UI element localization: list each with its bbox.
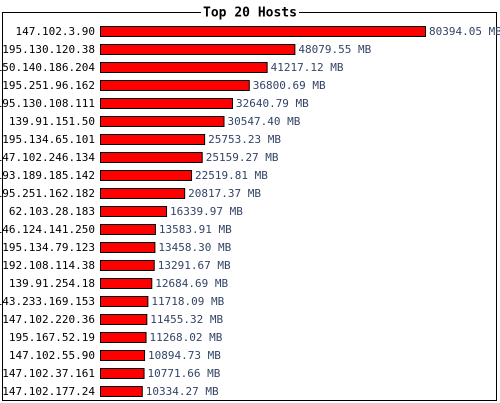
bar — [100, 332, 147, 343]
value-label: 20817.37 MB — [188, 187, 261, 200]
bar — [100, 314, 148, 325]
category-label: 147.102.220.36 — [2, 313, 95, 326]
bar — [100, 152, 203, 163]
bar — [100, 188, 186, 199]
bar — [100, 134, 206, 145]
bar — [100, 368, 145, 379]
category-label: 147.102.3.90 — [16, 25, 95, 38]
value-label: 11455.32 MB — [150, 313, 223, 326]
category-label: 195.130.120.38 — [2, 43, 95, 56]
value-label: 13458.30 MB — [158, 241, 231, 254]
category-label: 195.134.65.101 — [2, 133, 95, 146]
category-label: 146.124.141.250 — [0, 223, 95, 236]
category-label: 192.108.114.38 — [2, 259, 95, 272]
value-label: 22519.81 MB — [195, 169, 268, 182]
bar — [100, 242, 156, 253]
bar — [100, 26, 426, 37]
bar — [100, 224, 156, 235]
bar — [100, 116, 225, 127]
category-label: 62.103.28.183 — [9, 205, 95, 218]
bar — [100, 278, 153, 289]
category-label: 139.91.151.50 — [9, 115, 95, 128]
category-label: 195.251.96.162 — [2, 79, 95, 92]
chart-title: Top 20 Hosts — [203, 6, 297, 21]
category-label: 147.102.37.161 — [2, 367, 95, 380]
category-label: 147.102.177.24 — [2, 385, 95, 398]
category-label: 143.233.169.153 — [0, 295, 95, 308]
bar — [100, 260, 155, 271]
value-label: 11718.09 MB — [151, 295, 224, 308]
category-label: 195.251.162.182 — [0, 187, 95, 200]
category-label: 147.102.55.90 — [9, 349, 95, 362]
title-background — [201, 5, 299, 21]
category-label: 195.134.79.123 — [2, 241, 95, 254]
category-label: 193.189.185.142 — [0, 169, 95, 182]
value-label: 25159.27 MB — [206, 151, 279, 164]
bar — [100, 206, 168, 217]
bar — [100, 80, 250, 91]
value-label: 13583.91 MB — [159, 223, 232, 236]
value-label: 10894.73 MB — [148, 349, 221, 362]
value-label: 11268.02 MB — [150, 331, 223, 344]
bar — [100, 62, 268, 73]
category-label: 150.140.186.204 — [0, 61, 95, 74]
value-label: 80394.05 MB — [429, 25, 500, 38]
category-label: 147.102.246.134 — [0, 151, 95, 164]
bar — [100, 44, 296, 55]
value-label: 48079.55 MB — [298, 43, 371, 56]
bar — [100, 350, 146, 361]
bar — [100, 98, 233, 109]
bar — [100, 386, 143, 397]
value-label: 12684.69 MB — [155, 277, 228, 290]
value-label: 16339.97 MB — [170, 205, 243, 218]
value-label: 36800.69 MB — [253, 79, 326, 92]
value-label: 25753.23 MB — [208, 133, 281, 146]
value-label: 10771.66 MB — [148, 367, 221, 380]
value-label: 41217.12 MB — [271, 61, 344, 74]
bar — [100, 170, 193, 181]
category-label: 195.167.52.19 — [9, 331, 95, 344]
value-label: 30547.40 MB — [227, 115, 300, 128]
bar — [100, 296, 149, 307]
value-label: 13291.67 MB — [158, 259, 231, 272]
category-label: 195.130.108.111 — [0, 97, 95, 110]
value-label: 32640.79 MB — [236, 97, 309, 110]
value-label: 10334.27 MB — [146, 385, 219, 398]
category-label: 139.91.254.18 — [9, 277, 95, 290]
